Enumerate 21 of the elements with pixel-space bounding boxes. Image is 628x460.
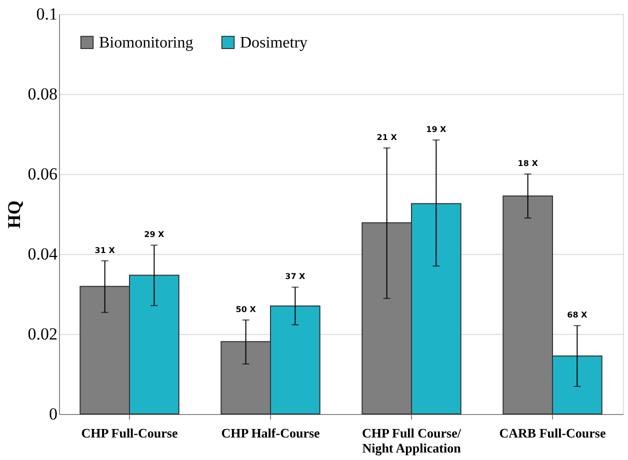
legend-label: Dosimetry (240, 34, 308, 52)
annotation: 31 X (94, 246, 116, 255)
annotation: 29 X (144, 230, 166, 240)
annotation: 68 X (567, 310, 588, 320)
y-tick-label: 0.06 (28, 164, 58, 184)
annotation: 50 X (236, 305, 257, 314)
y-tick-label: 0.04 (28, 244, 58, 264)
x-tick-label: CHP Half-Course (221, 426, 320, 440)
x-tick-label: CARB Full-Course (499, 426, 606, 440)
x-tick-label: CHP Full Course/ Night Application (362, 426, 462, 456)
annotation: 21 X (376, 133, 398, 142)
annotation: 18 X (518, 159, 539, 168)
x-tick-label: CHP Full-Course (81, 426, 178, 440)
y-tick-label: 0.1 (36, 4, 58, 24)
y-tick-label: 0.08 (28, 84, 58, 104)
y-tick-label: 0.02 (28, 324, 58, 344)
annotation: 37 X (285, 272, 306, 282)
legend-label: Biomonitoring (99, 34, 194, 52)
y-tick-label: 0 (49, 404, 58, 424)
annotation: 19 X (426, 125, 448, 134)
y-axis-title: HQ (4, 200, 24, 229)
